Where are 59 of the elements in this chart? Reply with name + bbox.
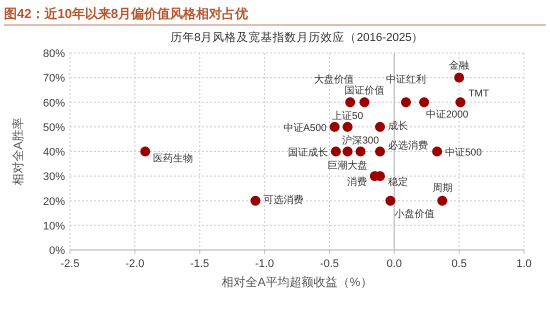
point [419,97,430,108]
point [432,146,442,156]
annotation: 稳定 [388,176,408,188]
annotation: 金融 [449,60,470,72]
point [375,146,386,156]
y-tick-label: 30% [42,171,66,184]
point [330,122,340,132]
point [375,122,386,132]
annotation: TMT [468,88,489,100]
point [400,97,411,108]
annotation: 大盘价值 [314,73,354,86]
point [359,97,370,108]
annotation: 国证价值 [344,84,384,96]
x-tick-label: -0.5 [320,258,339,270]
x-tick-label: -1.5 [190,258,210,270]
x-tick-label: -2.5 [60,258,80,270]
annotation: 巨潮大盘 [328,160,368,172]
y-tick-label: 60% [42,97,66,110]
annotation: 成长 [388,120,408,132]
chart-subtitle: 历年8月风格及宽基指数月历效应（2016-2025） [170,30,424,44]
annotation: 中证红利 [386,73,426,86]
point [385,196,396,206]
y-tick-label: 20% [42,196,66,208]
point [330,146,341,156]
annotation: 周期 [432,182,452,194]
point [250,196,260,206]
y-tick-label: 0% [49,245,66,257]
annotation: 消费 [346,176,367,188]
x-tick-label: -1.0 [255,258,274,270]
y-tick-label: 50% [42,122,66,134]
annotation: 国证成长 [288,146,328,158]
annotation: 必选消费 [388,140,428,152]
annotation: 中证500 [445,146,482,158]
annotation: 上证50 [332,110,364,122]
point [342,122,353,132]
x-tick-label: 0.5 [451,258,467,270]
point [454,72,464,83]
point [437,196,448,206]
annotation: 医药生物 [153,152,194,164]
annotation: 沪深300 [342,134,380,146]
annotation: 可选消费 [263,194,304,206]
y-tick-label: 80% [42,48,66,60]
y-axis-title: 相对全A胜率 [11,117,25,186]
y-tick-label: 70% [42,72,66,85]
x-axis-title: 相对全A平均超额收益（%） [222,275,372,289]
x-tick-label: 1.0 [516,258,532,270]
x-tick-label: -2.0 [125,258,144,270]
point [342,146,353,156]
y-tick-label: 40% [42,146,66,158]
y-tick-label: 10% [42,220,66,232]
annotation: 小盘价值 [394,208,434,220]
annotation: 中证2000 [426,108,469,120]
point [345,97,356,108]
x-tick-label: 0.0 [386,258,402,270]
annotation: 中证A500 [283,122,328,134]
point [140,146,150,156]
chart-title: 图42：近10年以来8月偏价值风格相对占优 [4,6,248,21]
point [455,97,466,108]
point [356,146,366,156]
